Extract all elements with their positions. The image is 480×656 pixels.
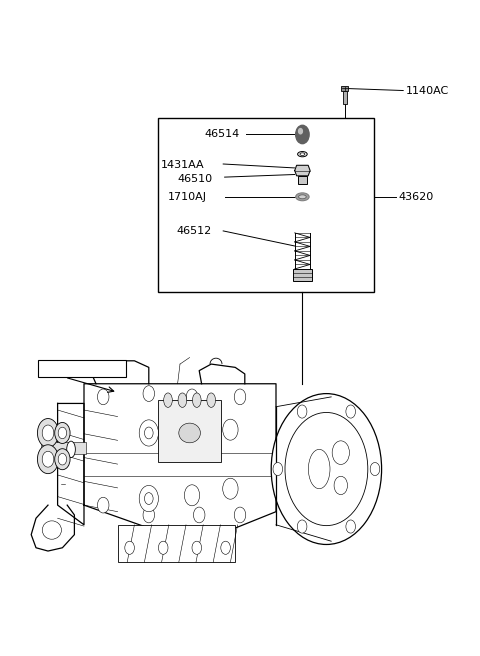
- Circle shape: [193, 507, 205, 523]
- Circle shape: [55, 422, 70, 443]
- Circle shape: [143, 507, 155, 523]
- Text: 46512: 46512: [177, 226, 212, 236]
- Polygon shape: [58, 403, 84, 525]
- Circle shape: [346, 520, 356, 533]
- Polygon shape: [84, 384, 276, 528]
- Circle shape: [184, 413, 200, 434]
- Bar: [158, 400, 221, 462]
- Bar: [38, 360, 126, 377]
- Circle shape: [37, 445, 59, 474]
- Circle shape: [55, 449, 70, 470]
- Ellipse shape: [42, 521, 61, 539]
- Circle shape: [143, 386, 155, 401]
- Circle shape: [37, 419, 59, 447]
- Circle shape: [97, 389, 109, 405]
- Ellipse shape: [178, 393, 187, 407]
- Ellipse shape: [67, 441, 75, 458]
- Ellipse shape: [298, 152, 307, 157]
- Circle shape: [297, 405, 307, 418]
- Circle shape: [296, 125, 309, 144]
- Text: 1710AJ: 1710AJ: [168, 192, 207, 202]
- Circle shape: [273, 462, 283, 476]
- Polygon shape: [295, 165, 310, 176]
- Circle shape: [346, 405, 356, 418]
- Ellipse shape: [192, 393, 201, 407]
- Circle shape: [125, 541, 134, 554]
- Polygon shape: [31, 505, 74, 551]
- Circle shape: [221, 541, 230, 554]
- Circle shape: [234, 507, 246, 523]
- Circle shape: [144, 493, 153, 504]
- Text: 46514: 46514: [204, 129, 239, 140]
- Ellipse shape: [296, 193, 309, 201]
- Circle shape: [42, 451, 54, 467]
- Circle shape: [332, 441, 349, 464]
- Circle shape: [184, 485, 200, 506]
- Circle shape: [334, 476, 348, 495]
- Circle shape: [192, 541, 202, 554]
- Text: REF.43-430: REF.43-430: [53, 363, 111, 374]
- Circle shape: [58, 453, 67, 465]
- Text: 1140AC: 1140AC: [406, 85, 449, 96]
- Bar: [158, 118, 374, 292]
- Circle shape: [234, 389, 246, 405]
- Bar: [343, 91, 347, 104]
- Ellipse shape: [300, 153, 305, 155]
- Circle shape: [139, 420, 158, 446]
- Bar: [341, 86, 348, 91]
- Circle shape: [285, 413, 368, 525]
- Bar: [293, 269, 312, 281]
- Circle shape: [370, 462, 380, 476]
- Circle shape: [58, 427, 67, 439]
- Circle shape: [223, 419, 238, 440]
- Ellipse shape: [299, 195, 306, 199]
- Circle shape: [299, 129, 302, 134]
- Circle shape: [97, 497, 109, 513]
- Ellipse shape: [207, 393, 216, 407]
- Text: 46510: 46510: [178, 174, 213, 184]
- Circle shape: [158, 541, 168, 554]
- Circle shape: [144, 427, 153, 439]
- Circle shape: [42, 425, 54, 441]
- Bar: [41, 442, 86, 454]
- Circle shape: [297, 520, 307, 533]
- Bar: [118, 525, 235, 562]
- Ellipse shape: [309, 449, 330, 489]
- Text: 43620: 43620: [398, 192, 433, 202]
- Circle shape: [186, 389, 198, 405]
- Circle shape: [139, 485, 158, 512]
- Circle shape: [223, 478, 238, 499]
- Ellipse shape: [110, 363, 120, 371]
- Ellipse shape: [179, 423, 201, 443]
- Bar: [298, 176, 307, 184]
- Text: 1431AA: 1431AA: [161, 160, 204, 171]
- Circle shape: [271, 394, 382, 544]
- Ellipse shape: [164, 393, 172, 407]
